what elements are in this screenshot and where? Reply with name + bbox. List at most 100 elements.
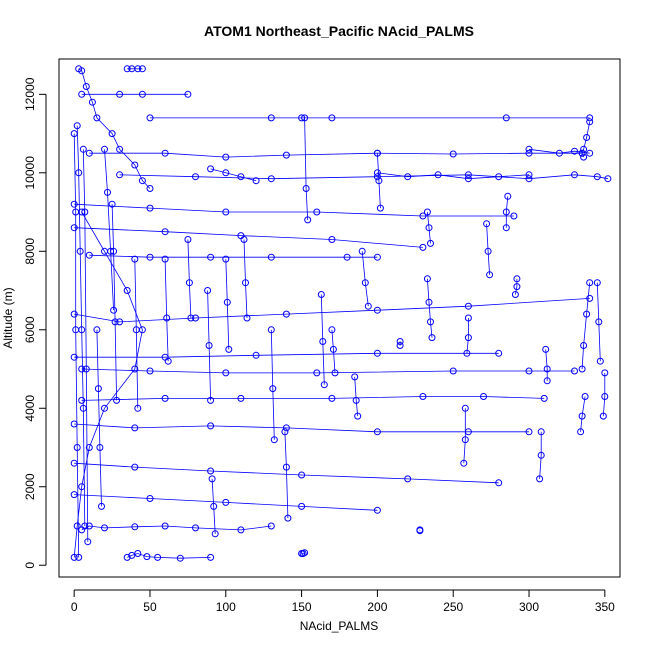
data-point — [184, 236, 192, 243]
profile-line — [104, 149, 114, 311]
profile-35 — [208, 475, 219, 538]
data-point — [464, 171, 472, 179]
data-point — [510, 212, 518, 220]
profile-line — [74, 227, 423, 248]
data-point — [525, 428, 533, 436]
data-point — [483, 220, 491, 228]
data-point — [76, 247, 84, 255]
data-point — [101, 145, 108, 153]
data-point — [204, 287, 212, 294]
data-point — [449, 367, 457, 375]
data-point — [502, 114, 510, 122]
y-tick-label: 4000 — [23, 395, 37, 422]
data-point — [373, 349, 381, 357]
plot-area — [70, 65, 612, 562]
data-point — [320, 381, 328, 389]
data-point — [513, 275, 521, 283]
data-point — [70, 200, 78, 208]
data-point — [93, 114, 101, 122]
data-point — [604, 175, 612, 183]
data-point — [298, 471, 306, 479]
data-point — [146, 114, 154, 122]
profile-25 — [351, 373, 362, 420]
data-point — [373, 306, 381, 314]
profile-line — [89, 152, 583, 158]
data-point — [301, 114, 309, 122]
data-point — [599, 412, 607, 420]
data-point — [267, 114, 275, 122]
profile-line — [82, 149, 89, 542]
profile-24 — [358, 247, 372, 310]
data-point — [72, 208, 80, 216]
data-point — [161, 394, 169, 402]
data-point — [208, 475, 216, 483]
data-point — [73, 444, 81, 451]
data-point — [404, 475, 412, 483]
data-point — [101, 404, 108, 412]
profile-line — [320, 294, 325, 385]
profile-line — [81, 396, 545, 401]
data-point — [116, 171, 124, 179]
profile-line — [377, 153, 381, 209]
profile-21 — [416, 526, 424, 535]
data-point — [134, 65, 142, 73]
profile-line — [354, 376, 359, 417]
data-point — [222, 169, 230, 177]
y-tick-label: 0 — [23, 562, 37, 569]
data-point — [192, 314, 199, 322]
data-point — [578, 412, 586, 420]
data-point — [540, 394, 548, 402]
profile-9 — [593, 279, 604, 365]
data-point — [138, 90, 146, 98]
y-tick-label: 8000 — [23, 238, 37, 265]
profile-34 — [204, 287, 215, 404]
data-point — [82, 365, 90, 373]
data-point — [282, 463, 290, 471]
data-point — [525, 145, 533, 153]
x-axis: 0 50 100 150 200 250 300 350 — [71, 589, 615, 614]
data-point — [282, 424, 290, 432]
profile-line — [73, 211, 143, 558]
data-point — [210, 502, 218, 510]
y-tick-label: 12000 — [23, 77, 37, 111]
data-point — [237, 394, 245, 402]
data-point — [313, 208, 321, 216]
x-tick-label: 300 — [519, 600, 539, 614]
profile-line — [211, 478, 216, 534]
data-point — [404, 173, 412, 181]
chart-title: ATOM1 Northeast_Pacific NAcid_PALMS — [204, 23, 474, 39]
profile-7 — [116, 171, 612, 183]
data-point — [396, 342, 404, 349]
profile-line — [377, 172, 530, 180]
profile-51 — [70, 200, 518, 220]
data-point — [211, 530, 219, 538]
profile-32 — [240, 236, 251, 322]
profile-line — [74, 423, 529, 433]
profile-line — [127, 553, 211, 559]
data-point — [329, 345, 337, 353]
data-point — [596, 357, 604, 365]
data-point — [555, 149, 563, 157]
data-point — [502, 224, 510, 232]
data-point — [364, 302, 372, 310]
data-point — [70, 353, 78, 361]
profile-5 — [578, 118, 594, 161]
data-point — [138, 177, 146, 185]
data-point — [85, 522, 93, 530]
data-point — [88, 98, 96, 106]
data-point — [282, 310, 290, 318]
data-point — [543, 377, 551, 385]
profile-56 — [101, 145, 118, 314]
data-point — [78, 365, 86, 373]
data-point — [70, 491, 78, 499]
profile-41 — [123, 550, 215, 562]
data-point — [134, 550, 142, 557]
data-point — [583, 310, 591, 318]
data-point — [571, 147, 578, 155]
profile-line — [164, 259, 169, 362]
data-point — [78, 67, 86, 75]
data-point — [143, 553, 151, 561]
data-point — [73, 522, 81, 530]
profile-line — [74, 462, 499, 484]
data-point — [416, 527, 424, 535]
